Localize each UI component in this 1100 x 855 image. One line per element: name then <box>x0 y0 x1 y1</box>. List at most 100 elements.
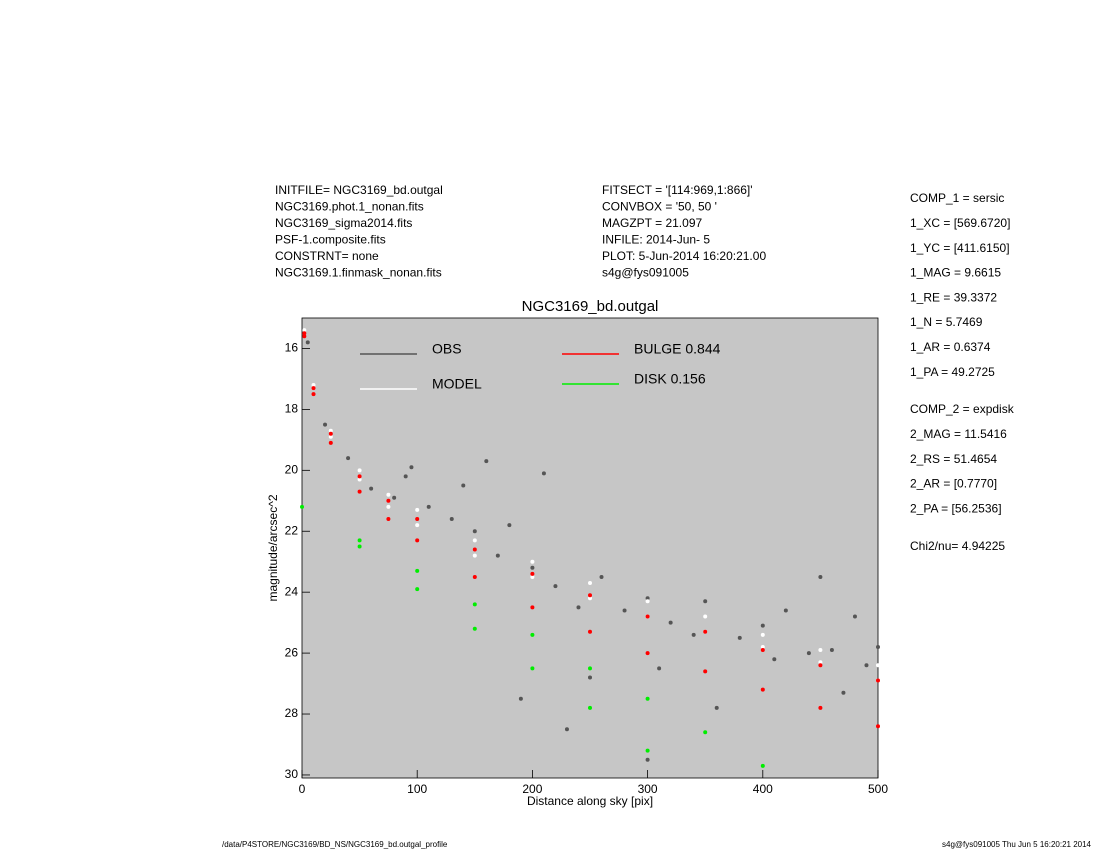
point <box>328 434 333 439</box>
point <box>328 428 333 433</box>
point <box>645 757 650 762</box>
point <box>472 529 477 534</box>
y-tick-label: 16 <box>285 341 299 355</box>
footer-path: /data/P4STORE/NGC3169/BD_NS/NGC3169_bd.o… <box>222 840 448 849</box>
point <box>357 544 362 549</box>
point <box>530 559 535 564</box>
point <box>576 605 581 610</box>
param-line: 1_RE = 39.3372 <box>910 290 997 304</box>
point <box>588 675 592 680</box>
point <box>691 632 696 637</box>
x-tick-label: 100 <box>407 782 427 796</box>
point <box>302 331 307 336</box>
point <box>668 620 673 625</box>
point <box>806 651 811 656</box>
point <box>305 340 310 345</box>
header-line: PSF-1.composite.fits <box>275 233 386 247</box>
point <box>818 660 823 665</box>
y-tick-label: 20 <box>285 462 299 476</box>
param-line: 1_PA = 49.2725 <box>910 365 995 379</box>
point <box>645 696 650 701</box>
y-axis-label: magnitude/arcsec^2 <box>266 494 280 601</box>
point <box>311 383 316 388</box>
param-line: 1_N = 5.7469 <box>910 315 983 329</box>
point <box>645 614 650 619</box>
point <box>645 596 650 601</box>
point <box>472 553 477 558</box>
point <box>876 678 880 683</box>
point <box>415 523 420 528</box>
param-line: 2_AR = [0.7770] <box>910 477 997 491</box>
point <box>472 547 477 552</box>
header-line: CONSTRNT= none <box>275 249 379 263</box>
point <box>386 492 391 497</box>
legend-label: MODEL <box>432 376 482 392</box>
point <box>588 705 592 710</box>
x-axis-label: Distance along sky [pix] <box>527 794 653 808</box>
point <box>841 690 846 695</box>
point <box>818 574 823 579</box>
point <box>876 663 880 668</box>
point <box>328 440 333 445</box>
point <box>760 648 765 653</box>
point <box>311 386 316 391</box>
point <box>864 663 869 668</box>
point <box>328 431 333 436</box>
point <box>783 608 788 613</box>
param-line: COMP_1 = sersic <box>910 191 1004 205</box>
param-line: COMP_2 = expdisk <box>910 402 1015 416</box>
y-tick-label: 30 <box>285 767 299 781</box>
param-line: 1_YC = [411.6150] <box>910 241 1010 255</box>
point <box>507 523 512 528</box>
param-line: 1_MAG = 9.6615 <box>910 266 1001 280</box>
point <box>415 538 420 543</box>
point <box>357 477 362 482</box>
chi-square: Chi2/nu= 4.94225 <box>910 539 1005 553</box>
point <box>622 608 627 613</box>
point <box>300 504 304 509</box>
point <box>530 565 535 570</box>
point <box>403 474 408 479</box>
point <box>714 705 719 710</box>
point <box>588 666 592 671</box>
point <box>415 517 420 522</box>
point <box>876 645 880 650</box>
point <box>657 666 662 671</box>
header-line: NGC3169.phot.1_nonan.fits <box>275 200 424 214</box>
header-line: NGC3169.1.finmask_nonan.fits <box>275 266 442 280</box>
point <box>449 517 454 522</box>
header-line: CONVBOX = '50, 50 ' <box>602 200 717 214</box>
point <box>472 538 477 543</box>
point <box>645 651 650 656</box>
point <box>409 465 414 470</box>
point <box>346 456 351 461</box>
x-tick-label: 400 <box>753 782 773 796</box>
point <box>553 584 558 589</box>
point <box>703 730 708 735</box>
point <box>386 498 391 503</box>
point <box>818 705 823 710</box>
point <box>495 553 500 558</box>
plot-area <box>301 317 879 779</box>
point <box>852 614 857 619</box>
header-line: FITSECT = '[114:969,1:866]' <box>602 183 753 197</box>
point <box>484 459 489 464</box>
chart-title: NGC3169_bd.outgal <box>522 298 659 315</box>
point <box>703 629 708 634</box>
point <box>772 657 777 662</box>
point <box>415 507 420 512</box>
x-tick-label: 0 <box>299 782 306 796</box>
point <box>472 574 477 579</box>
y-tick-label: 22 <box>285 523 299 537</box>
point <box>415 587 420 592</box>
header-line: INITFILE= NGC3169_bd.outgal <box>275 183 443 197</box>
point <box>645 748 650 753</box>
point <box>760 763 765 768</box>
point <box>461 483 466 488</box>
point <box>357 489 362 494</box>
point <box>588 596 592 601</box>
point <box>386 517 391 522</box>
point <box>426 504 431 509</box>
legend-label: DISK 0.156 <box>634 371 706 387</box>
point <box>645 599 650 604</box>
